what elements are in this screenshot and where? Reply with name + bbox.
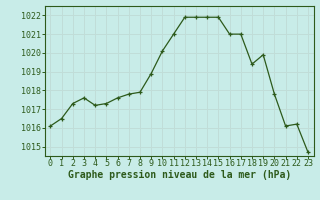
X-axis label: Graphe pression niveau de la mer (hPa): Graphe pression niveau de la mer (hPa) <box>68 170 291 180</box>
